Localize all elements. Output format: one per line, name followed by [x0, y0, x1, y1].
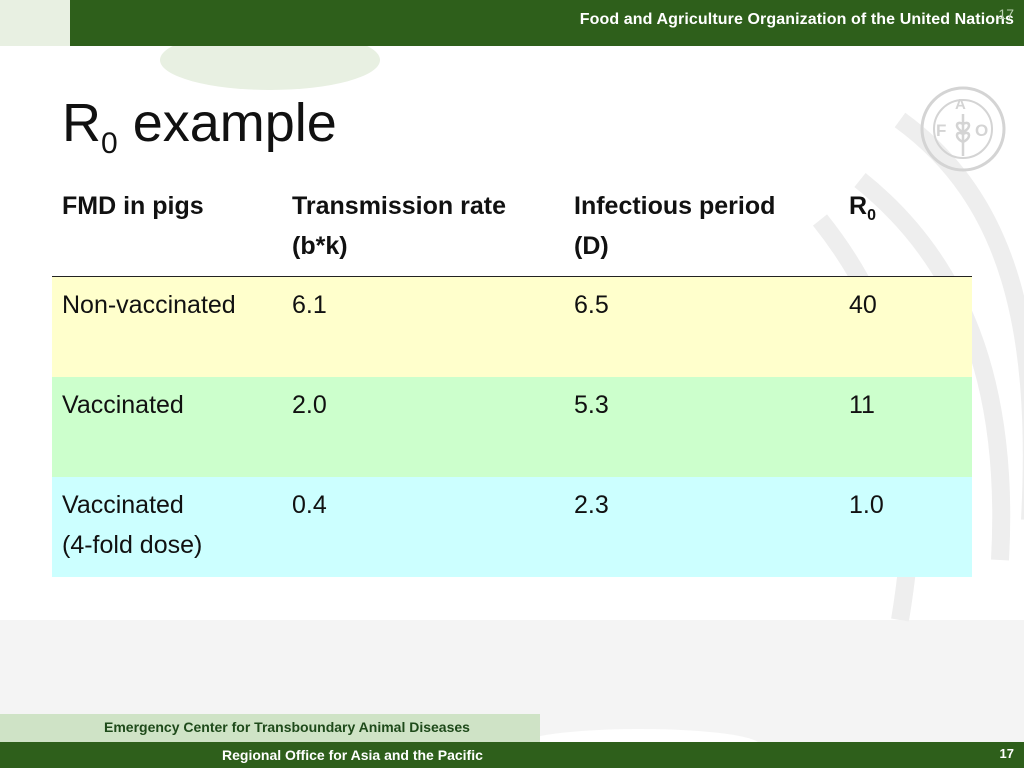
- cell-r0: 1.0: [839, 477, 972, 577]
- col-header-r0-main: R: [849, 192, 868, 220]
- col-header-fmd: FMD in pigs: [52, 182, 282, 277]
- footer-center-name: Emergency Center for Transboundary Anima…: [104, 719, 470, 735]
- slide-title: R0 example: [62, 96, 337, 159]
- col-header-infectious-line2: (D): [574, 232, 609, 260]
- col-header-r0-sub: 0: [867, 207, 876, 224]
- header-band: [70, 0, 1024, 46]
- footer-page-number: 17: [999, 746, 1014, 761]
- title-main: R: [62, 93, 101, 153]
- col-header-infectious-line1: Infectious period: [574, 192, 776, 220]
- r0-table: FMD in pigs Transmission rate (b*k) Infe…: [52, 182, 972, 577]
- fao-logo-icon: F A O: [920, 86, 1006, 172]
- col-header-r0: R0: [839, 182, 972, 277]
- top-left-accent: [0, 0, 70, 46]
- svg-text:F: F: [936, 121, 946, 140]
- col-header-fmd-label: FMD in pigs: [62, 192, 204, 220]
- svg-text:O: O: [975, 121, 988, 140]
- footer-band-dark: [0, 742, 1024, 768]
- table-row: Non-vaccinated 6.1 6.5 40: [52, 276, 972, 377]
- col-header-transmission: Transmission rate (b*k): [282, 182, 564, 277]
- col-header-transmission-line1: Transmission rate: [292, 192, 506, 220]
- cell-transmission: 0.4: [282, 477, 564, 577]
- cell-group: Vaccinated (4-fold dose): [52, 477, 282, 577]
- col-header-transmission-line2: (b*k): [292, 232, 348, 260]
- title-subscript: 0: [101, 127, 118, 160]
- cell-r0: 11: [839, 377, 972, 477]
- table-row: Vaccinated (4-fold dose) 0.4 2.3 1.0: [52, 477, 972, 577]
- cell-infectious: 5.3: [564, 377, 839, 477]
- cell-group-line1: Vaccinated: [62, 491, 184, 519]
- cell-transmission: 6.1: [282, 276, 564, 377]
- cell-group-line2: (4-fold dose): [62, 531, 203, 559]
- table-header-row: FMD in pigs Transmission rate (b*k) Infe…: [52, 182, 972, 277]
- cell-group: Non-vaccinated: [52, 276, 282, 377]
- col-header-infectious: Infectious period (D): [564, 182, 839, 277]
- title-rest: example: [117, 93, 337, 153]
- cell-transmission: 2.0: [282, 377, 564, 477]
- header-page-number: 17: [998, 6, 1014, 22]
- cell-infectious: 6.5: [564, 276, 839, 377]
- cell-group: Vaccinated: [52, 377, 282, 477]
- table-row: Vaccinated 2.0 5.3 11: [52, 377, 972, 477]
- svg-text:A: A: [955, 96, 966, 113]
- footer-office-name: Regional Office for Asia and the Pacific: [222, 747, 483, 763]
- footer-band-light: [0, 714, 540, 742]
- cell-r0: 40: [839, 276, 972, 377]
- organization-name: Food and Agriculture Organization of the…: [579, 11, 1014, 28]
- cell-infectious: 2.3: [564, 477, 839, 577]
